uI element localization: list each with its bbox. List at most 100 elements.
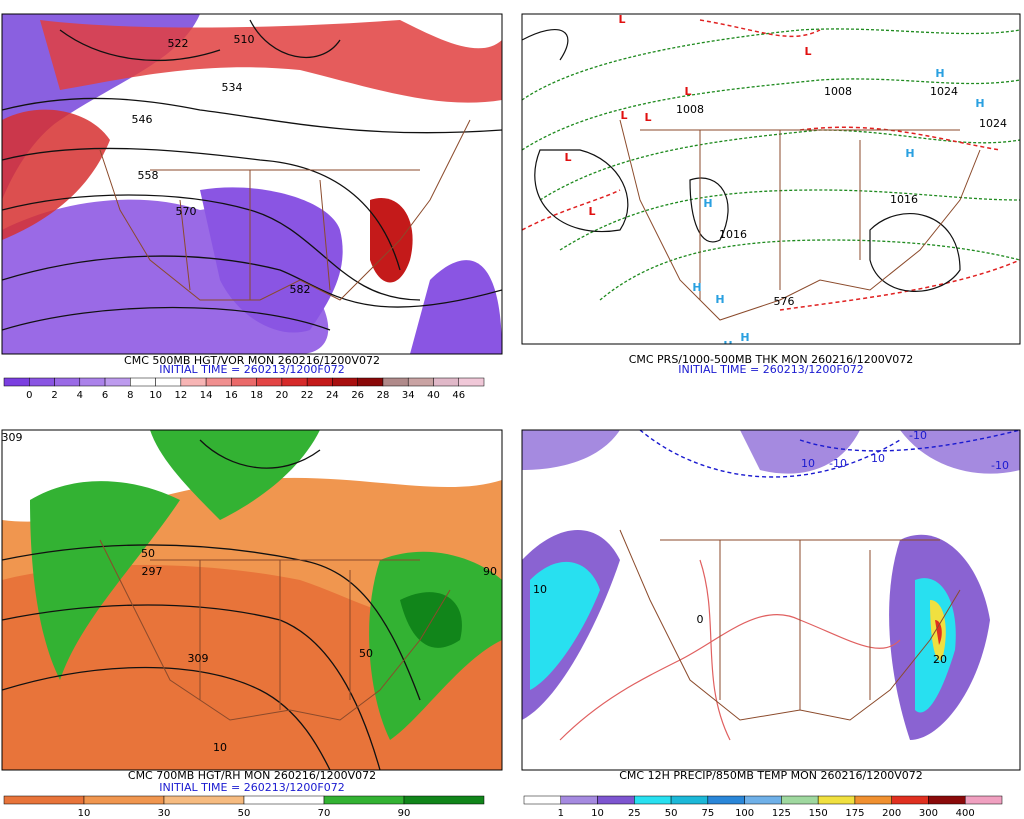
colorbar-box xyxy=(403,795,485,805)
colorbar-box xyxy=(205,377,232,387)
colorbar-label: 90 xyxy=(398,808,411,819)
colorbar-box xyxy=(83,795,165,805)
map-label: 50 xyxy=(359,647,373,660)
colorbar-label: 28 xyxy=(377,390,390,401)
map-label: 1008 xyxy=(676,103,704,116)
colorbar-label: 46 xyxy=(452,390,465,401)
colorbar-label: 26 xyxy=(351,390,364,401)
map-label: 309 xyxy=(2,431,23,444)
caption: CMC 12H PRECIP/850MB TEMP MON 260216/120… xyxy=(619,769,923,782)
map-frame xyxy=(1,429,503,771)
map-label: 1008 xyxy=(824,85,852,98)
humidity-map: 309 297 309 50 50 10 90 xyxy=(2,430,502,770)
colorbar-label: 10 xyxy=(78,808,91,819)
colorbar-label: 34 xyxy=(402,390,415,401)
colorbar-label: 30 xyxy=(158,808,171,819)
map-label: -10 xyxy=(991,459,1009,472)
map-label: 20 xyxy=(933,653,947,666)
caption: CMC 500MB HGT/VOR MON 260216/1200V072 xyxy=(124,354,380,367)
map-label: 309 xyxy=(188,652,209,665)
map-frame xyxy=(1,13,503,355)
precip-map: -10 -10 10 -10 10 20 10 0 xyxy=(522,430,1020,770)
map-label: L xyxy=(620,109,627,122)
colorbar-box xyxy=(163,795,245,805)
colorbar-box xyxy=(323,795,405,805)
map-label: H xyxy=(935,67,944,80)
colorbar-box xyxy=(707,795,745,805)
colorbar-box xyxy=(29,377,55,387)
colorbar-box xyxy=(243,795,325,805)
colorbar-box xyxy=(854,795,892,805)
initial-time: INITIAL TIME = 260213/1200F072 xyxy=(159,781,344,794)
colorbar-label: 10 xyxy=(149,390,162,401)
map-label: H xyxy=(740,331,749,344)
colorbar-box xyxy=(79,377,106,387)
colorbar-label: 50 xyxy=(665,808,678,819)
colorbar-box xyxy=(781,795,819,805)
colorbar-label: 2 xyxy=(51,390,57,401)
colorbar-label: 100 xyxy=(735,808,754,819)
caption: CMC PRS/1000-500MB THK MON 260216/1200V0… xyxy=(629,353,914,366)
colorbar-label: 400 xyxy=(956,808,975,819)
map-label: L xyxy=(684,85,691,98)
map-label: H xyxy=(723,339,732,352)
colorbar-label: 16 xyxy=(225,390,238,401)
colorbar-box xyxy=(180,377,207,387)
colorbar-box xyxy=(3,795,85,805)
map-label: 10 xyxy=(871,452,885,465)
colorbar-box xyxy=(256,377,283,387)
colorbar-label: 18 xyxy=(250,390,263,401)
colorbar-label: 300 xyxy=(919,808,938,819)
map-label: L xyxy=(644,111,651,124)
map-label: H xyxy=(975,97,984,110)
map-label: 582 xyxy=(290,283,311,296)
colorbar-box xyxy=(155,377,182,387)
colorbar-box xyxy=(357,377,384,387)
map-label: 1024 xyxy=(930,85,958,98)
colorbar-box xyxy=(407,377,434,387)
map-label: -10 xyxy=(829,457,847,470)
colorbar-box xyxy=(332,377,358,387)
map-label: 1024 xyxy=(979,117,1007,130)
colorbar-box xyxy=(891,795,929,805)
colorbar-box xyxy=(560,795,598,805)
map-label: 558 xyxy=(138,169,159,182)
caption: CMC 700MB HGT/RH MON 260216/1200V072 xyxy=(128,769,376,782)
map-label: 0 xyxy=(697,613,704,626)
colorbar-label: 22 xyxy=(301,390,314,401)
colorbar-label: 200 xyxy=(882,808,901,819)
map-label: 576 xyxy=(774,295,795,308)
map-label: 10 xyxy=(213,741,227,754)
map-label: H xyxy=(715,293,724,306)
map-label: 50 xyxy=(141,547,155,560)
colorbar-box xyxy=(817,795,856,805)
map-label: L xyxy=(618,13,625,26)
colorbar-box xyxy=(597,795,635,805)
colorbar-box xyxy=(634,795,672,805)
map-label: 546 xyxy=(132,113,153,126)
colorbar-label: 40 xyxy=(427,390,440,401)
colorbar-label: 8 xyxy=(127,390,133,401)
colorbar-box xyxy=(281,377,308,387)
map-label: 522 xyxy=(168,37,189,50)
map-label: 10 xyxy=(533,583,547,596)
colorbar-box xyxy=(231,377,257,387)
initial-time: INITIAL TIME = 260213/1200F072 xyxy=(159,363,344,376)
colorbar-box xyxy=(382,377,409,387)
colorbar-box xyxy=(928,795,966,805)
colorbar-box xyxy=(964,795,1003,805)
map-label: 1016 xyxy=(890,193,918,206)
colorbar-label: 125 xyxy=(772,808,791,819)
map-label: H xyxy=(692,281,701,294)
map-label: H xyxy=(905,147,914,160)
colorbar-box xyxy=(306,377,333,387)
map-label: L xyxy=(804,45,811,58)
colorbar-box xyxy=(104,377,131,387)
colorbar-label: 1 xyxy=(558,808,564,819)
colorbar-label: 20 xyxy=(276,390,289,401)
colorbar-box xyxy=(3,377,30,387)
map-label: 570 xyxy=(176,205,197,218)
colorbar-box xyxy=(130,377,156,387)
